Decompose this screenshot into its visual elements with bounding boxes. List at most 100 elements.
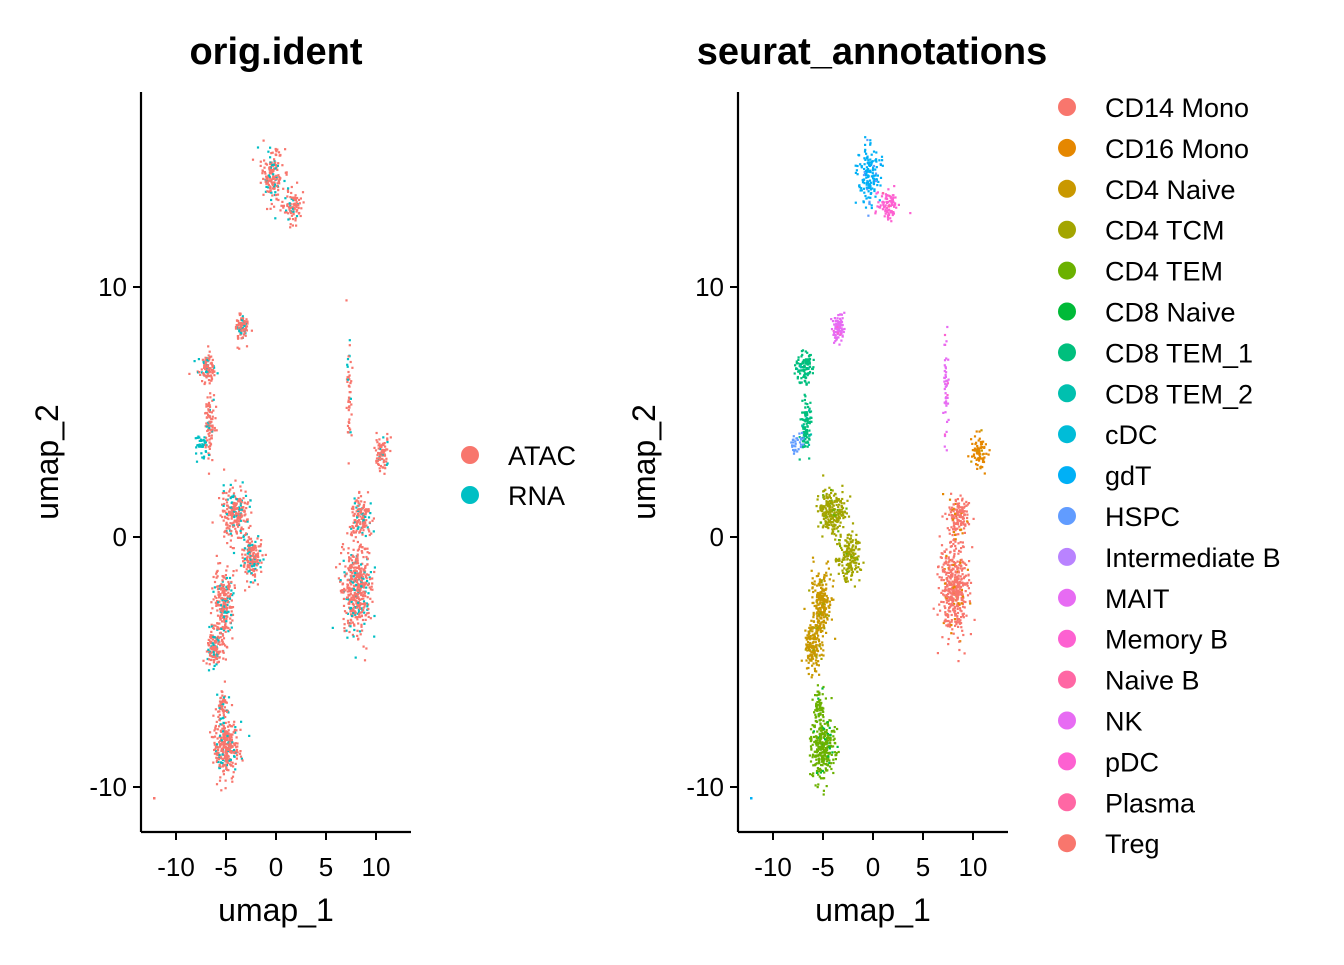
point [943,370,946,373]
point [356,516,359,519]
point [218,656,221,659]
point [255,564,258,567]
point [972,453,976,456]
point [233,519,236,522]
point [220,583,223,586]
point [343,571,346,574]
point [812,620,815,623]
point [219,776,222,779]
point [811,587,814,590]
point [219,631,222,634]
point [824,734,827,737]
point [219,703,222,706]
point [815,655,818,658]
point [246,540,250,543]
point [218,497,221,500]
point [207,354,210,357]
point [244,490,247,493]
point [816,602,819,605]
point [262,558,265,561]
legend-label: CD8 TEM_1 [1105,338,1253,368]
point [360,593,363,597]
point [822,649,825,652]
point [816,629,820,632]
point [209,636,212,639]
point [224,755,227,758]
point [831,751,834,754]
point [819,608,822,611]
point [362,600,366,603]
point [382,466,385,469]
point [229,733,232,736]
point [264,180,267,183]
point [243,331,246,334]
point [227,630,230,633]
point [223,618,226,621]
point [948,580,951,583]
point [842,526,845,529]
point [811,743,814,746]
point [343,574,347,577]
point [957,591,960,594]
point [363,509,366,512]
point [814,669,817,673]
point [874,174,877,177]
point [216,751,219,754]
point [356,561,359,564]
point [887,194,890,197]
point [212,368,215,371]
point [822,793,825,796]
point [941,636,944,639]
point [240,508,243,511]
point [210,623,213,626]
point [241,326,244,330]
point [354,656,357,659]
point [961,567,964,570]
point [364,513,367,516]
point [966,521,969,524]
point [364,515,367,518]
point [809,433,813,436]
point [233,755,236,758]
point [217,562,220,565]
point [833,726,836,729]
point [809,653,812,656]
point [216,661,219,664]
point [948,596,951,599]
point [236,326,239,329]
point [349,592,352,595]
point [866,138,869,142]
point [962,600,965,603]
point [349,431,352,434]
point [870,153,873,156]
point [868,183,871,186]
point [289,204,292,207]
point [944,560,948,563]
point [247,536,250,539]
point [349,570,352,573]
point [805,358,808,361]
point [211,358,214,361]
point [241,506,244,509]
point [213,659,216,662]
point [352,539,355,542]
point [259,543,262,546]
point [356,618,359,621]
point [386,432,389,436]
point [271,170,274,173]
point [959,581,962,584]
point [952,588,955,591]
point [346,579,349,582]
point [348,601,351,604]
point [362,503,366,507]
point [242,534,245,537]
point [282,204,285,207]
point [860,165,863,168]
point [960,506,963,509]
point [952,518,955,521]
point [959,516,963,519]
point [946,583,949,587]
point [361,575,364,578]
point [238,510,241,513]
point [249,555,252,558]
